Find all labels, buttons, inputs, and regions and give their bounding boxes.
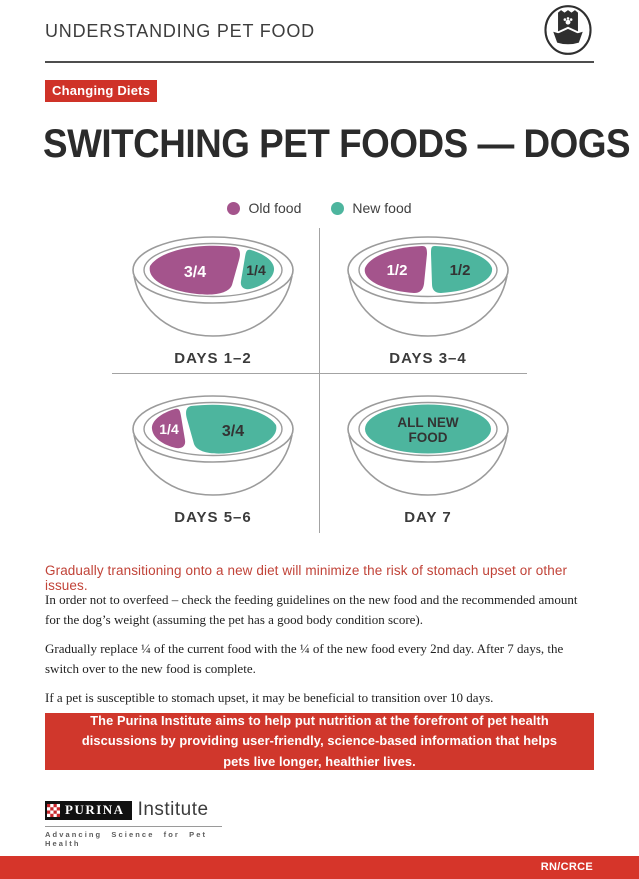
header-rule [45,61,594,63]
purina-brand-text: PURINA [65,801,125,817]
mission-callout: The Purina Institute aims to help put nu… [45,713,594,770]
purina-institute-logo: PURINA Institute Advancing Science for P… [45,799,225,848]
portion-fraction-new: 1/2 [450,262,471,279]
bowl-illustration: ALL NEW FOOD [347,395,509,496]
institute-text: Institute [137,799,209,820]
legend: Old food New food [0,200,639,216]
bowl-illustration: 1/2 1/2 [347,236,509,337]
bowl-day-label: DAY 7 [404,509,452,526]
bowl-diagram-days-1-2: 3/4 1/4 DAYS 1–2 [118,230,308,367]
legend-label: Old food [248,200,302,216]
old-food-swatch-icon [227,201,241,215]
footer-code-bar: RN/CRCE [0,856,639,879]
lede-sentence: Gradually transitioning onto a new diet … [45,563,568,593]
paragraph-susceptible: If a pet is susceptible to stomach upset… [45,690,494,705]
purina-checkerboard-icon [47,803,60,817]
grid-divider-vertical [319,228,320,533]
portion-text-line2: FOOD [409,430,448,445]
new-food-swatch-icon [331,201,345,215]
bowl-diagram-day-7: ALL NEW FOOD DAY 7 [333,389,523,526]
paragraph-replace: Gradually replace ¼ of the current food … [45,641,564,676]
bowl-day-label: DAYS 3–4 [389,350,467,367]
purina-wordmark: PURINA [45,800,132,820]
bowl-day-label: DAYS 1–2 [174,350,252,367]
legend-item-old-food: Old food [227,200,301,216]
legend-label: New food [352,200,412,216]
tagline-rule [45,826,222,827]
page-title: SWITCHING PET FOODS — DOGS [43,122,631,166]
footer-code: RN/CRCE [540,861,593,873]
pet-food-bag-and-bowl-icon [542,3,594,57]
bowl-illustration: 1/4 3/4 [132,395,294,496]
page-kicker: UNDERSTANDING PET FOOD [45,21,315,41]
grid-divider-horizontal [112,373,527,374]
section-badge: Changing Diets [45,80,158,102]
paragraph-overfeed: In order not to overfeed – check the fee… [45,592,578,627]
portion-fraction-old: 1/4 [159,421,179,437]
bowl-illustration: 3/4 1/4 [132,236,294,337]
portion-fraction-old: 3/4 [184,264,206,281]
mission-callout-text: The Purina Institute aims to help put nu… [81,712,558,769]
body-copy: In order not to overfeed – check the fee… [45,590,594,718]
legend-item-new-food: New food [331,200,412,216]
bowl-day-label: DAYS 5–6 [174,509,252,526]
portion-fraction-new: 1/4 [246,262,266,278]
bowl-diagram-days-3-4: 1/2 1/2 DAYS 3–4 [333,230,523,367]
portion-text-line1: ALL NEW [397,415,459,430]
portion-fraction-old: 1/2 [387,262,408,279]
bowl-diagram-days-5-6: 1/4 3/4 DAYS 5–6 [118,389,308,526]
tagline-text: Advancing Science for Pet Health [45,830,208,848]
portion-fraction-new: 3/4 [222,423,244,440]
